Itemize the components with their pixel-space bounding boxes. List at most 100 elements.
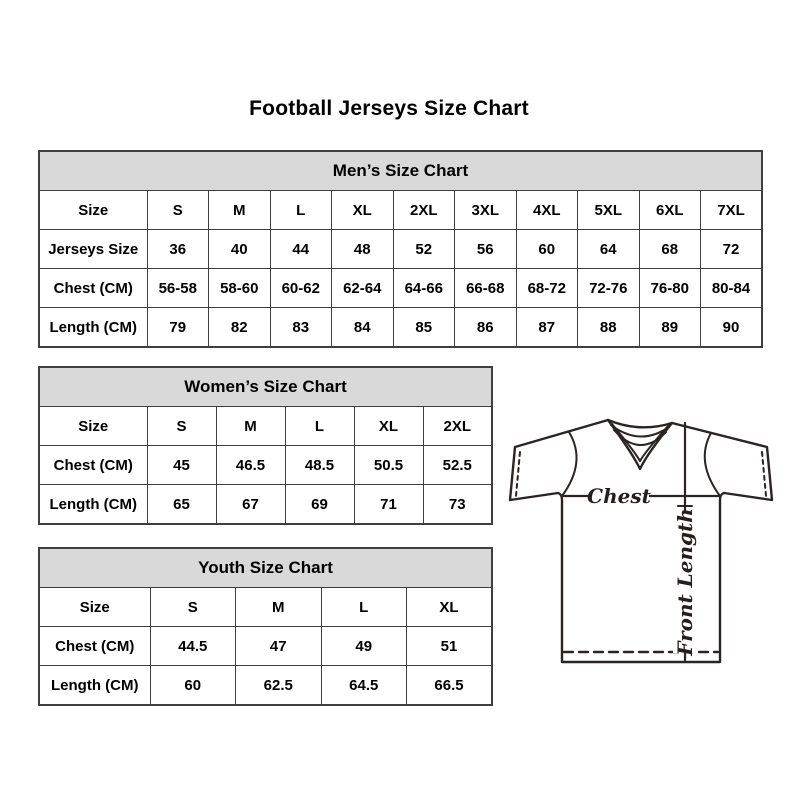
cell: S bbox=[149, 587, 236, 627]
cell: 5XL bbox=[577, 190, 640, 230]
cell: L bbox=[284, 406, 355, 446]
cell: 44.5 bbox=[149, 626, 236, 666]
row-label: Size bbox=[38, 406, 148, 446]
vneck-outer bbox=[606, 418, 674, 471]
cell: L bbox=[320, 587, 407, 627]
left-sleeve-seam bbox=[561, 431, 578, 497]
cell: 40 bbox=[208, 229, 271, 269]
cell: 60-62 bbox=[269, 268, 332, 308]
cell: 45 bbox=[146, 445, 217, 485]
cell: XL bbox=[353, 406, 424, 446]
table-title-row: Men’s Size Chart bbox=[38, 150, 763, 191]
cell: 51 bbox=[406, 626, 493, 666]
table-row: Size S M L XL 2XL bbox=[38, 406, 493, 446]
cell: 48.5 bbox=[284, 445, 355, 485]
cell: 86 bbox=[454, 307, 517, 348]
right-sleeve-seam bbox=[703, 432, 721, 497]
jersey-outline bbox=[508, 418, 774, 664]
cell: 47 bbox=[235, 626, 322, 666]
chest-label-backplate bbox=[589, 484, 649, 507]
jersey-measurement-diagram: Chest Front Length bbox=[508, 418, 774, 664]
mens-size-table: Men’s Size Chart Size S M L XL 2XL 3XL 4XL 5XL 6XL… bbox=[38, 150, 763, 348]
cell: 64.5 bbox=[320, 665, 407, 706]
row-label: Size bbox=[38, 190, 148, 230]
table-row: Length (CM) 65 67 69 71 73 bbox=[38, 484, 493, 525]
cell: L bbox=[269, 190, 332, 230]
cell: 7XL bbox=[700, 190, 763, 230]
vneck-inner bbox=[611, 423, 669, 462]
cell: 2XL bbox=[422, 406, 493, 446]
cell: 68-72 bbox=[515, 268, 578, 308]
cell: 65 bbox=[146, 484, 217, 525]
table-row: Chest (CM) 56-58 58-60 60-62 62-64 64-66 66-68… bbox=[38, 268, 763, 308]
cell: 58-60 bbox=[208, 268, 271, 308]
cell: 6XL bbox=[638, 190, 701, 230]
cell: M bbox=[235, 587, 322, 627]
cell: 60 bbox=[515, 229, 578, 269]
table-row: Jerseys Size 36 40 44 48 52 56 60 64 68 72 bbox=[38, 229, 763, 269]
cell: 68 bbox=[638, 229, 701, 269]
cell: XL bbox=[406, 587, 493, 627]
cell: 4XL bbox=[515, 190, 578, 230]
table-row: Length (CM) 79 82 83 84 85 86 87 88 89 90 bbox=[38, 307, 763, 348]
row-label: Length (CM) bbox=[38, 484, 148, 525]
cell: 56 bbox=[454, 229, 517, 269]
cell: 56-58 bbox=[146, 268, 209, 308]
cell: 36 bbox=[146, 229, 209, 269]
cell: 67 bbox=[215, 484, 286, 525]
cell: 82 bbox=[208, 307, 271, 348]
cell: 83 bbox=[269, 307, 332, 348]
cell: 48 bbox=[331, 229, 394, 269]
row-label: Chest (CM) bbox=[38, 268, 148, 308]
table-title: Women’s Size Chart bbox=[38, 366, 493, 407]
cell: 64 bbox=[577, 229, 640, 269]
cell: M bbox=[208, 190, 271, 230]
cell: 64-66 bbox=[392, 268, 455, 308]
cell: 90 bbox=[700, 307, 763, 348]
row-label: Jerseys Size bbox=[38, 229, 148, 269]
cell: M bbox=[215, 406, 286, 446]
cell: 71 bbox=[353, 484, 424, 525]
cell: 60 bbox=[149, 665, 236, 706]
cell: 66-68 bbox=[454, 268, 517, 308]
cell: 50.5 bbox=[353, 445, 424, 485]
page-title: Football Jerseys Size Chart bbox=[249, 97, 529, 120]
table-row: Size S M L XL bbox=[38, 587, 493, 627]
cell: 84 bbox=[331, 307, 394, 348]
cell: 69 bbox=[284, 484, 355, 525]
table-row: Chest (CM) 45 46.5 48.5 50.5 52.5 bbox=[38, 445, 493, 485]
table-title: Youth Size Chart bbox=[38, 547, 493, 588]
table-row: Size S M L XL 2XL 3XL 4XL 5XL 6XL 7XL bbox=[38, 190, 763, 230]
row-label: Chest (CM) bbox=[38, 445, 148, 485]
cell: 52 bbox=[392, 229, 455, 269]
cell: 44 bbox=[269, 229, 332, 269]
cell: 46.5 bbox=[215, 445, 286, 485]
row-label: Length (CM) bbox=[38, 665, 151, 706]
cell: 85 bbox=[392, 307, 455, 348]
table-row: Length (CM) 60 62.5 64.5 66.5 bbox=[38, 665, 493, 706]
row-label: Chest (CM) bbox=[38, 626, 151, 666]
cell: 49 bbox=[320, 626, 407, 666]
cell: 62-64 bbox=[331, 268, 394, 308]
cell: 72 bbox=[700, 229, 763, 269]
table-title-row: Youth Size Chart bbox=[38, 547, 493, 588]
cell: XL bbox=[331, 190, 394, 230]
table-row: Chest (CM) 44.5 47 49 51 bbox=[38, 626, 493, 666]
front-length-label-backplate bbox=[673, 512, 696, 653]
collar-top-edge bbox=[606, 418, 674, 429]
womens-size-table: Women’s Size Chart Size S M L XL 2XL Chest (CM)… bbox=[38, 366, 493, 525]
cell: 76-80 bbox=[638, 268, 701, 308]
cell: 72-76 bbox=[577, 268, 640, 308]
cell: 80-84 bbox=[700, 268, 763, 308]
right-cuff-dashed-line bbox=[761, 451, 767, 497]
cell: 62.5 bbox=[235, 665, 322, 706]
front-length-label: Front Length bbox=[673, 508, 697, 657]
chest-label: Chest bbox=[587, 484, 651, 508]
row-label: Size bbox=[38, 587, 151, 627]
cell: 79 bbox=[146, 307, 209, 348]
cell: S bbox=[146, 190, 209, 230]
table-title: Men’s Size Chart bbox=[38, 150, 763, 191]
table-title-row: Women’s Size Chart bbox=[38, 366, 493, 407]
cell: 89 bbox=[638, 307, 701, 348]
